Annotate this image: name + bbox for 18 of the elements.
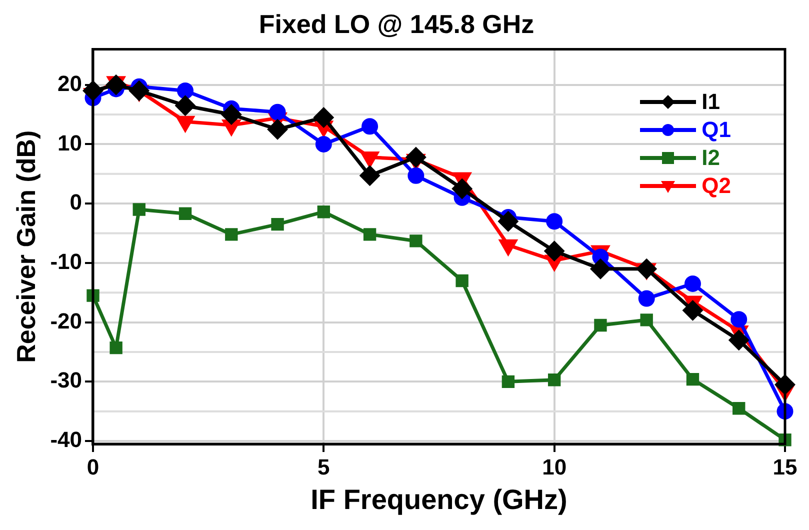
y-tick-label: -40 xyxy=(50,427,82,452)
y-tick-label: 10 xyxy=(58,130,82,156)
legend-label: I2 xyxy=(702,144,720,172)
legend-label: Q2 xyxy=(702,172,731,200)
x-tick-label: 0 xyxy=(86,454,100,480)
y-tick-label: -10 xyxy=(50,248,82,274)
y-tick-label: -20 xyxy=(50,308,82,334)
x-tick-label: 15 xyxy=(772,454,798,480)
x-tick-label: 5 xyxy=(318,454,330,480)
y-tick-label: -30 xyxy=(50,368,82,393)
chart-title: Fixed LO @ 145.8 GHz xyxy=(258,8,534,39)
x-axis-title: IF Frequency (GHz) xyxy=(310,484,568,515)
legend-label: Q1 xyxy=(702,116,731,144)
x-tick-label: 10 xyxy=(542,454,567,480)
y-axis-title: Receiver Gain (dB) xyxy=(10,130,41,363)
y-tick-label: 0 xyxy=(70,190,82,215)
legend-label: I1 xyxy=(702,88,720,116)
y-tick-label: 20 xyxy=(58,70,82,96)
